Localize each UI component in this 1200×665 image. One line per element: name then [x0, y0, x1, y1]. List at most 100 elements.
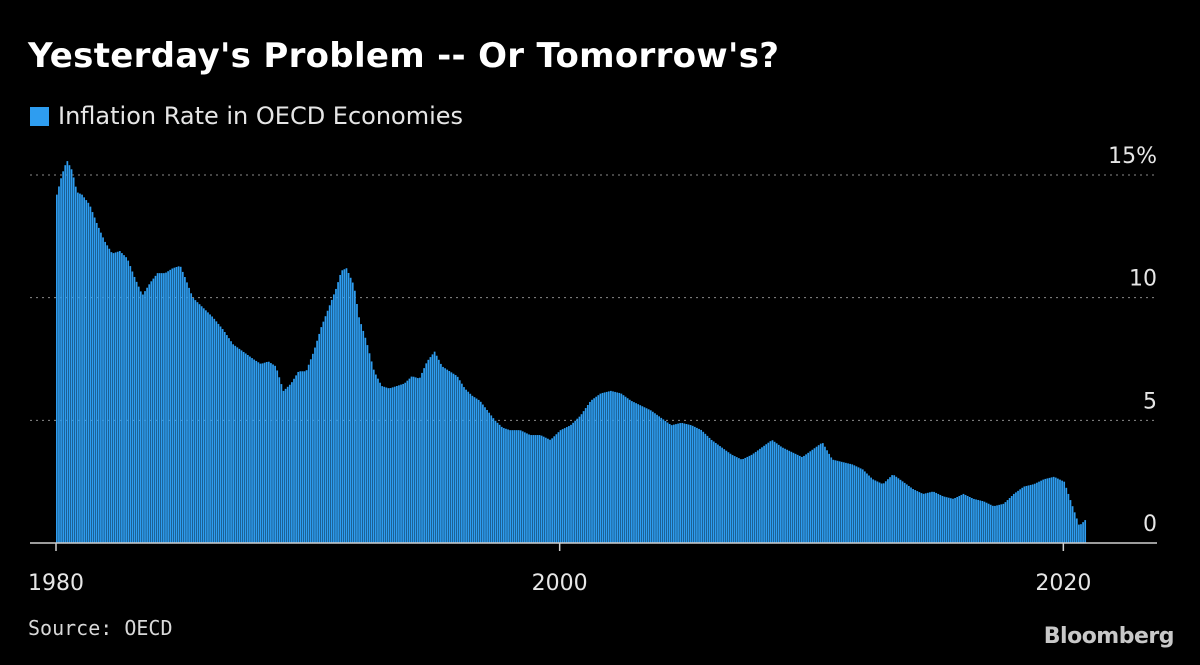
bar — [414, 377, 417, 543]
bar — [994, 505, 996, 543]
bar — [637, 404, 640, 543]
legend: Inflation Rate in OECD Economies — [30, 102, 463, 130]
bar — [1071, 506, 1074, 543]
bar — [693, 426, 696, 543]
bar — [1059, 479, 1061, 543]
bar — [666, 422, 669, 543]
bar — [303, 371, 306, 543]
bar — [452, 373, 455, 543]
bar — [93, 217, 96, 543]
bar — [828, 453, 831, 543]
bar — [318, 333, 321, 543]
bar — [307, 364, 310, 543]
y-axis-ticks: 0 5 10 15% — [1108, 144, 1157, 537]
bar — [139, 291, 142, 543]
bar — [1080, 524, 1082, 543]
bar — [1023, 486, 1026, 543]
bar — [513, 430, 516, 543]
bar — [639, 405, 642, 543]
bar — [1029, 484, 1032, 543]
bar — [622, 395, 625, 543]
bar — [895, 476, 898, 543]
bar — [440, 363, 442, 543]
bar — [68, 165, 71, 543]
bar — [152, 278, 155, 543]
bar — [912, 489, 914, 543]
bar — [966, 495, 969, 543]
bar — [683, 423, 686, 543]
bar — [314, 347, 316, 543]
bar — [952, 498, 954, 543]
bar — [100, 232, 102, 543]
bar — [635, 403, 637, 543]
bar — [450, 372, 453, 543]
bar — [826, 450, 828, 543]
bar — [947, 497, 950, 543]
bar — [872, 479, 875, 543]
bar — [882, 483, 885, 543]
bar — [968, 497, 971, 543]
bar — [1025, 485, 1028, 543]
bar — [70, 169, 73, 543]
bar — [503, 428, 505, 543]
bar — [492, 418, 495, 543]
bar — [530, 435, 533, 543]
bar — [387, 388, 390, 543]
bar — [494, 420, 497, 543]
bar — [645, 408, 648, 543]
bar — [756, 450, 759, 543]
bar — [1002, 503, 1005, 543]
bar — [964, 494, 967, 543]
bar — [362, 330, 365, 543]
bar — [446, 369, 449, 543]
bar — [840, 461, 843, 543]
bar — [679, 423, 682, 543]
bar — [246, 355, 249, 543]
bar — [727, 452, 730, 543]
bar — [975, 499, 977, 543]
bar — [612, 391, 614, 543]
bar — [351, 282, 354, 543]
bar — [742, 458, 744, 543]
bar — [509, 430, 512, 543]
bar — [213, 318, 216, 543]
bar — [85, 200, 88, 543]
bar — [488, 412, 491, 543]
bar — [76, 192, 79, 543]
bar — [482, 404, 484, 543]
bar — [360, 324, 363, 543]
bar — [672, 424, 675, 543]
bar — [616, 392, 619, 543]
x-tick-label: 2000 — [532, 571, 588, 596]
bar — [773, 441, 776, 543]
bar — [293, 378, 295, 543]
bar — [337, 282, 339, 543]
bar — [593, 398, 595, 543]
bar — [1052, 476, 1055, 543]
bar — [702, 431, 705, 543]
bar — [540, 435, 543, 543]
bar — [876, 481, 879, 543]
bar — [433, 351, 436, 543]
bar — [1046, 478, 1049, 543]
bar — [538, 435, 541, 543]
bar — [551, 438, 553, 543]
bar — [553, 436, 556, 543]
bar — [160, 273, 163, 543]
bar — [838, 461, 841, 543]
bar — [979, 500, 982, 543]
bar — [1084, 520, 1087, 543]
bar — [1019, 489, 1021, 543]
bar — [517, 430, 520, 543]
bar — [931, 491, 933, 543]
bar — [435, 355, 438, 543]
bar — [64, 165, 67, 543]
bar — [534, 435, 537, 543]
bar — [324, 316, 327, 543]
bar — [150, 281, 153, 543]
bar — [251, 358, 253, 543]
bar — [404, 382, 407, 543]
bar — [631, 401, 633, 543]
bar — [832, 459, 835, 543]
bar — [255, 360, 258, 543]
